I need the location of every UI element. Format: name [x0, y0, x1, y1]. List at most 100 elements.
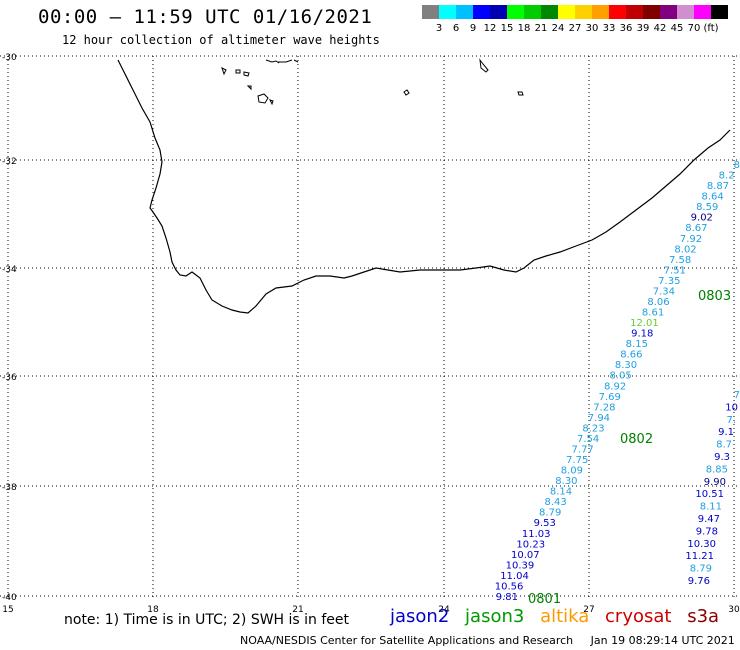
swh-value: 8.30	[615, 360, 637, 371]
swh-value: 9.78	[696, 526, 718, 537]
legend-label: 42	[654, 23, 667, 34]
legend-label: 21	[535, 23, 548, 34]
note-text: note: 1) Time is in UTC; 2) SWH is in fe…	[64, 612, 350, 628]
legend-swatch	[677, 5, 694, 19]
legend-label: 15	[501, 23, 514, 34]
swh-value: 8.23	[582, 423, 604, 434]
swh-value: 8.7	[716, 440, 732, 451]
swh-value: 8.79	[690, 564, 712, 575]
swh-value: 7.35	[658, 276, 680, 287]
legend-label: (ft)	[703, 23, 718, 34]
footer-timestamp: Jan 19 08:29:14 UTC 2021	[590, 634, 735, 647]
swh-value: 10.23	[516, 539, 545, 550]
swh-value: 8.64	[701, 192, 723, 203]
swh-value: 7.51	[664, 265, 686, 276]
legend-swatch	[592, 5, 609, 19]
legend-swatch	[456, 5, 473, 19]
page-subtitle: 12 hour collection of altimeter wave hei…	[62, 33, 380, 47]
swh-value: 10.51	[695, 489, 724, 500]
sat-jason3: jason3	[465, 606, 525, 627]
legend-swatch	[473, 5, 490, 19]
legend-swatch	[558, 5, 575, 19]
legend-swatch	[490, 5, 507, 19]
swh-value: 9.53	[534, 518, 556, 529]
sat-cryosat: cryosat	[605, 606, 672, 627]
color-legend: 3 6 9 12 15 18 21 24 27 30 33 36 39 42 45 70 (ft)	[422, 5, 728, 34]
swh-value: 8.09	[561, 466, 583, 477]
swh-value: 8.79	[539, 508, 561, 519]
track-id-label: 0801	[528, 592, 561, 607]
legend-label: 6	[453, 23, 459, 34]
legend-swatch	[660, 5, 677, 19]
swh-value: 8.02	[674, 244, 696, 255]
legend-swatch	[575, 5, 592, 19]
swh-value: 8.67	[685, 223, 707, 234]
lat-label: -40	[2, 593, 17, 603]
legend-swatch	[422, 5, 439, 19]
legend-label: 12	[484, 23, 497, 34]
swh-value: 9.02	[691, 213, 713, 224]
swh-value: 7.69	[599, 392, 621, 403]
legend-swatch	[694, 5, 711, 19]
lon-label: 18	[147, 605, 159, 615]
latitude-labels: -30 -32 -34 -36 -38 -40	[2, 53, 17, 603]
swh-value: 11.03	[522, 529, 551, 540]
swh-value: 9.3	[714, 452, 730, 463]
legend-label: 30	[586, 23, 599, 34]
altimeter-tracks: 9.8110.5611.0410.3910.0710.2311.039.538.…	[495, 160, 740, 607]
swh-value: 8.66	[620, 350, 642, 361]
legend-label: 33	[603, 23, 616, 34]
legend-label: 36	[620, 23, 633, 34]
footer-org: NOAA/NESDIS Center for Satellite Applica…	[240, 634, 574, 647]
legend-swatch	[507, 5, 524, 19]
legend-swatch	[609, 5, 626, 19]
swh-value: 7.	[726, 415, 736, 426]
legend-swatch	[541, 5, 558, 19]
swh-value: 8.11	[700, 502, 722, 513]
swh-value: 9.90	[704, 477, 726, 488]
swh-value: 10.39	[506, 560, 535, 571]
legend-label: 9	[470, 23, 476, 34]
lat-label: -32	[2, 157, 17, 167]
track-id-label: 0803	[698, 289, 731, 304]
coastline	[117, 59, 731, 314]
swh-value: 10.56	[495, 581, 524, 592]
legend-swatch	[524, 5, 541, 19]
swh-value: 10.07	[511, 550, 540, 561]
footer: NOAA/NESDIS Center for Satellite Applica…	[240, 634, 740, 647]
sat-s3a: s3a	[687, 606, 720, 627]
legend-label: 45	[671, 23, 684, 34]
swh-value: 8	[734, 160, 740, 171]
swh-value: 10.30	[687, 539, 716, 550]
swh-value: 7.34	[653, 286, 675, 297]
legend-swatch	[711, 5, 728, 19]
swh-value: 7.77	[572, 444, 594, 455]
sat-jason2: jason2	[390, 606, 450, 627]
swh-value: 8.14	[550, 487, 572, 498]
swh-value: 8.61	[642, 308, 664, 319]
longitude-labels: 15 18 21 24 27 30	[2, 605, 740, 615]
swh-value: 8.59	[696, 202, 718, 213]
swh-value: 7.92	[680, 234, 702, 245]
swh-value: 7.54	[577, 434, 599, 445]
lon-label: 24	[438, 605, 450, 615]
lat-label: -34	[2, 265, 17, 275]
track-id-label: 0802	[620, 432, 653, 447]
legend-swatch	[439, 5, 456, 19]
swh-value: 11.21	[685, 551, 714, 562]
page-title: 00:00 – 11:59 UTC 01/16/2021	[38, 6, 373, 28]
legend-label: 24	[552, 23, 565, 34]
swh-value: 7.28	[593, 402, 615, 413]
swh-value: 9.47	[698, 514, 720, 525]
swh-value: 7.75	[566, 455, 588, 466]
lon-label: 21	[292, 605, 303, 615]
lat-label: -30	[2, 53, 17, 63]
legend-label: 3	[436, 23, 442, 34]
legend-swatch	[643, 5, 660, 19]
swh-value: 7.94	[588, 413, 610, 424]
swh-value: 9.1	[718, 427, 734, 438]
graticule	[0, 55, 740, 600]
sat-altika: altika	[540, 606, 590, 627]
swh-value: 8.2	[719, 171, 735, 182]
